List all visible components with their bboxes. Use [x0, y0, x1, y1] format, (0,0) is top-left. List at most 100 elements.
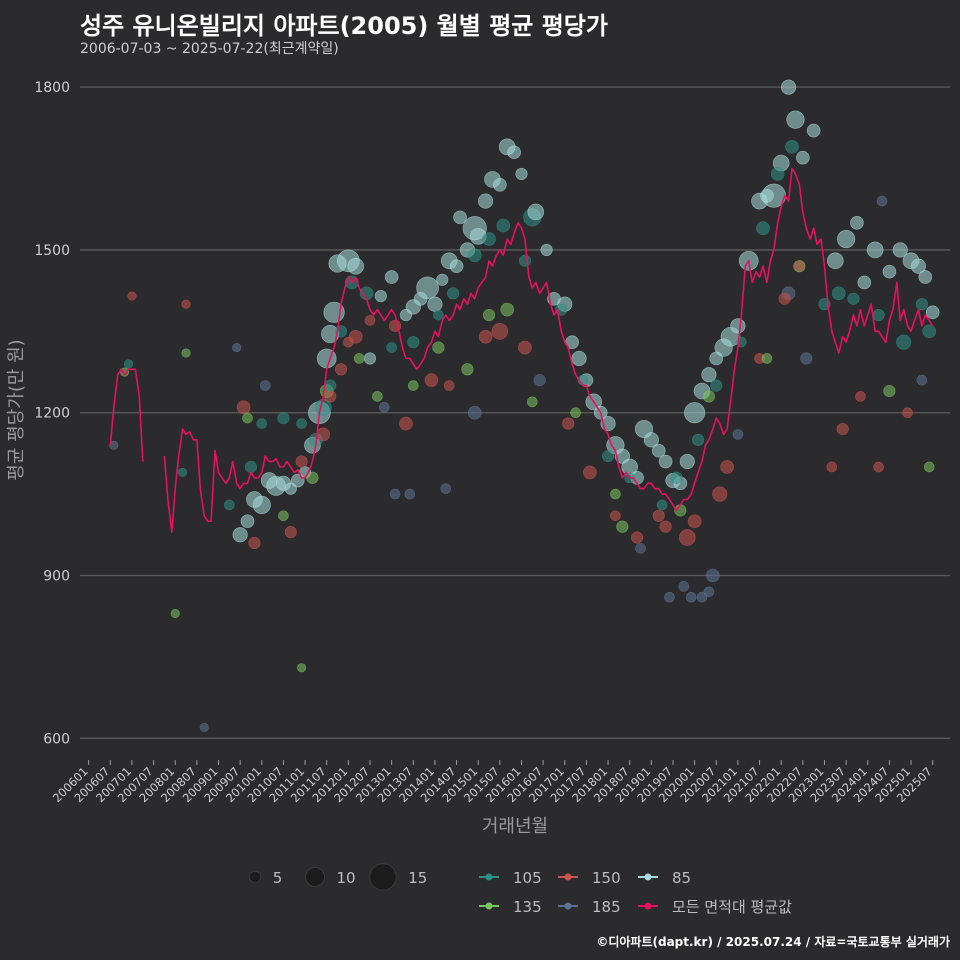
- legend-size-marker: [369, 863, 397, 891]
- data-point-185: [389, 488, 401, 500]
- data-point-150: [631, 531, 644, 544]
- data-point-150: [659, 520, 672, 533]
- data-point-85: [866, 241, 884, 259]
- legend-color-dot: [485, 902, 493, 910]
- data-point-85: [493, 178, 507, 192]
- data-point-105: [915, 298, 928, 311]
- data-point-85: [651, 443, 666, 458]
- data-point-150: [316, 427, 331, 442]
- data-point-135: [761, 353, 773, 364]
- data-point-150: [610, 510, 621, 522]
- legend-size-label: 5: [273, 869, 283, 887]
- data-point-85: [918, 270, 933, 284]
- data-point-85: [571, 350, 587, 366]
- data-point-105: [847, 292, 860, 305]
- data-point-150: [491, 323, 509, 340]
- data-point-185: [876, 195, 888, 207]
- data-point-105: [770, 167, 785, 181]
- legend-size-marker: [305, 867, 325, 887]
- data-point-135: [432, 341, 445, 354]
- legend-size-label: 15: [408, 869, 427, 887]
- data-point-185: [685, 591, 697, 603]
- data-point-150: [902, 407, 913, 419]
- data-point-150: [399, 416, 413, 431]
- data-point-105: [785, 140, 799, 154]
- data-point-105: [602, 450, 615, 463]
- y-tick-label: 900: [43, 569, 70, 585]
- data-point-150: [678, 529, 696, 546]
- data-point-85: [826, 252, 844, 270]
- data-point-185: [378, 401, 390, 413]
- data-point-85: [413, 291, 428, 306]
- legend-color-dot: [564, 873, 572, 881]
- data-point-105: [831, 286, 846, 301]
- data-point-105: [244, 460, 258, 474]
- data-point-85: [806, 123, 821, 138]
- bubble-layer: [109, 79, 940, 732]
- data-point-105: [656, 499, 668, 511]
- axis-layer: 6009001200150018002006012006072007012007…: [34, 80, 934, 805]
- data-point-105: [467, 248, 482, 263]
- data-point-85: [260, 472, 278, 489]
- data-point-135: [306, 471, 319, 484]
- data-point-85: [374, 289, 387, 303]
- data-point-85: [328, 254, 347, 273]
- data-point-135: [610, 488, 621, 500]
- data-point-150: [873, 461, 884, 473]
- chart-subtitle: 2006-07-03 ~ 2025-07-22(최근계약일): [80, 41, 339, 57]
- data-point-85: [730, 318, 746, 334]
- legend-size-marker: [248, 870, 262, 884]
- x-axis-title: 거래년월: [482, 816, 548, 837]
- data-point-85: [478, 193, 494, 209]
- data-point-150: [284, 526, 297, 539]
- data-point-85: [427, 296, 443, 312]
- data-point-85: [837, 230, 856, 249]
- legend-color-label: 150: [592, 869, 621, 887]
- data-point-135: [482, 308, 496, 322]
- data-point-85: [910, 258, 926, 274]
- data-point-150: [687, 514, 702, 529]
- data-point-150: [424, 373, 439, 387]
- data-point-150: [334, 363, 348, 376]
- data-point-85: [515, 167, 528, 181]
- data-point-135: [181, 348, 191, 358]
- data-point-135: [170, 608, 180, 619]
- data-point-105: [710, 379, 723, 392]
- data-point-150: [343, 336, 354, 348]
- data-point-150: [826, 461, 838, 473]
- data-point-105: [433, 309, 444, 321]
- data-point-150: [562, 417, 575, 430]
- data-point-185: [800, 352, 813, 365]
- data-point-105: [670, 471, 683, 484]
- data-point-150: [324, 390, 337, 403]
- data-point-150: [478, 329, 493, 344]
- data-point-185: [678, 581, 690, 592]
- data-point-150: [443, 380, 455, 391]
- data-point-135: [297, 663, 307, 673]
- legend-size-label: 10: [337, 869, 356, 887]
- data-point-150: [295, 455, 308, 468]
- legend-color-label: 105: [513, 869, 542, 887]
- legend-color-label: 85: [672, 869, 691, 887]
- y-tick-label: 600: [43, 731, 70, 747]
- grid-layer: [80, 86, 950, 739]
- data-point-105: [692, 433, 705, 446]
- data-point-150: [181, 299, 191, 309]
- legend-color-dot: [644, 873, 652, 881]
- data-point-85: [684, 402, 706, 424]
- data-point-185: [199, 722, 209, 732]
- data-point-150: [652, 509, 665, 522]
- data-point-85: [363, 352, 377, 365]
- y-axis-title: 평균 평당가(만 원): [6, 339, 27, 480]
- data-point-85: [882, 264, 897, 279]
- data-point-185: [232, 343, 242, 353]
- data-point-135: [616, 520, 629, 533]
- data-point-150: [248, 536, 261, 549]
- data-point-85: [658, 454, 673, 469]
- data-point-135: [500, 302, 515, 317]
- data-point-85: [449, 259, 464, 274]
- data-point-150: [778, 292, 791, 305]
- data-point-85: [384, 270, 399, 284]
- data-point-85: [246, 491, 263, 508]
- data-point-85: [714, 338, 733, 357]
